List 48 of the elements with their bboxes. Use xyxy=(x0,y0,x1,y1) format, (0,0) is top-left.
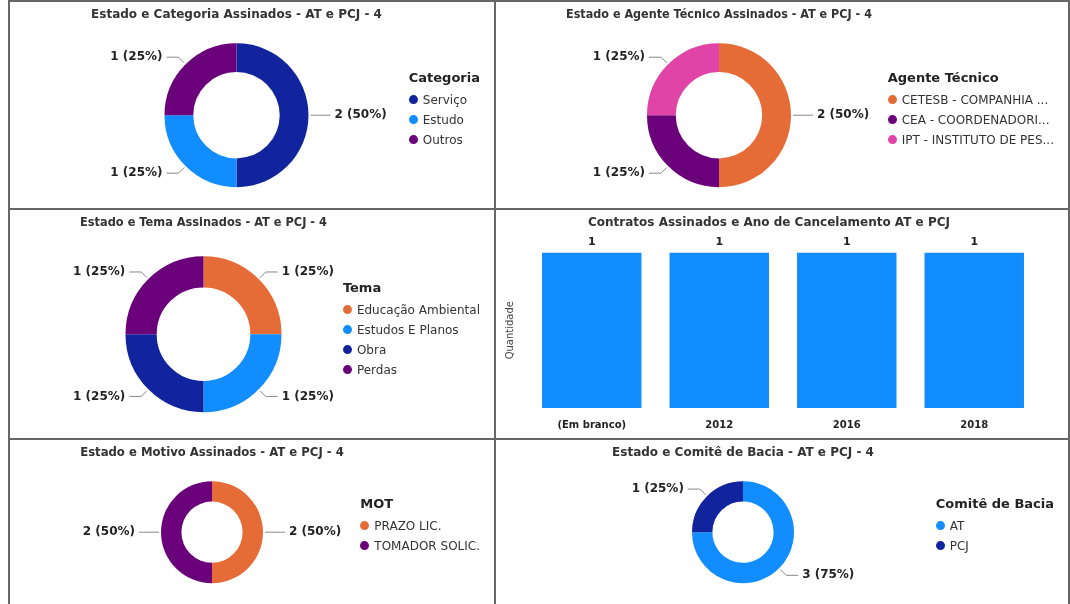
data-label: 1 (25%) xyxy=(281,388,334,403)
data-label: 1 xyxy=(842,234,851,248)
legend-label: CETESB - COMPANHIA ... xyxy=(901,93,1049,108)
data-label: 1 (25%) xyxy=(110,165,163,180)
legend-label: IPT - INSTITUTO DE PES... xyxy=(901,133,1054,148)
legend-label: PRAZO LIC. xyxy=(374,519,442,534)
chart-title: Estado e Categoria Assinados - AT e PCJ - 4 xyxy=(91,7,382,22)
legend-title: Agente Técnico xyxy=(887,69,1000,88)
data-label: 1 (25%) xyxy=(281,264,334,279)
data-label: 2 (50%) xyxy=(334,107,387,122)
chart-title: Estado e Tema Assinados - AT e PCJ - 4 xyxy=(80,215,327,230)
legend-title: MOT xyxy=(360,495,395,514)
x-tick-label: 2012 xyxy=(705,418,734,430)
data-label: 1 xyxy=(587,234,596,248)
legend-label: Estudo xyxy=(422,113,464,128)
data-label: 3 (75%) xyxy=(802,567,855,582)
x-tick-label: (Em branco) xyxy=(557,418,627,430)
legend-title: Categoria xyxy=(408,69,480,88)
data-label: 1 (25%) xyxy=(73,264,126,279)
data-label: 1 (25%) xyxy=(73,388,126,403)
legend-label: Serviço xyxy=(422,93,468,108)
legend-label: CEA - COORDENADORI... xyxy=(901,113,1050,128)
data-label: 1 (25%) xyxy=(592,165,646,180)
data-label: 1 (25%) xyxy=(592,49,646,64)
legend-title: Comitê de Bacia xyxy=(935,495,1054,514)
legend-label: PCJ xyxy=(949,539,969,554)
x-tick-label: 2018 xyxy=(960,418,989,430)
chart-title: Contratos Assinados e Ano de Cancelamento AT e PCJ xyxy=(588,215,950,230)
y-axis-title: Quantidade xyxy=(503,301,515,360)
legend-label: Outros xyxy=(422,133,463,148)
legend-label: Educação Ambiental xyxy=(356,303,480,318)
data-label: 2 (50%) xyxy=(289,524,342,539)
data-label: 2 (50%) xyxy=(82,524,135,539)
data-label: 1 (25%) xyxy=(631,481,684,496)
data-label: 1 xyxy=(970,234,979,248)
chart-title: Estado e Motivo Assinados - AT e PCJ - 4 xyxy=(80,445,344,460)
data-label: 1 xyxy=(715,234,724,248)
chart-title: Estado e Comitê de Bacia - AT e PCJ - 4 xyxy=(612,445,874,460)
legend-label: Estudos E Planos xyxy=(356,323,459,338)
x-tick-label: 2016 xyxy=(832,418,861,430)
data-label: 2 (50%) xyxy=(817,107,870,122)
legend-label: AT xyxy=(949,519,965,534)
legend-label: Obra xyxy=(356,343,387,358)
legend-label: Perdas xyxy=(356,363,398,378)
data-label: 1 (25%) xyxy=(110,49,163,64)
chart-title: Estado e Agente Técnico Assinados - AT e PCJ - 4 xyxy=(566,6,872,22)
legend-label: TOMADOR SOLIC. xyxy=(374,539,480,554)
legend-title: Tema xyxy=(342,279,383,298)
